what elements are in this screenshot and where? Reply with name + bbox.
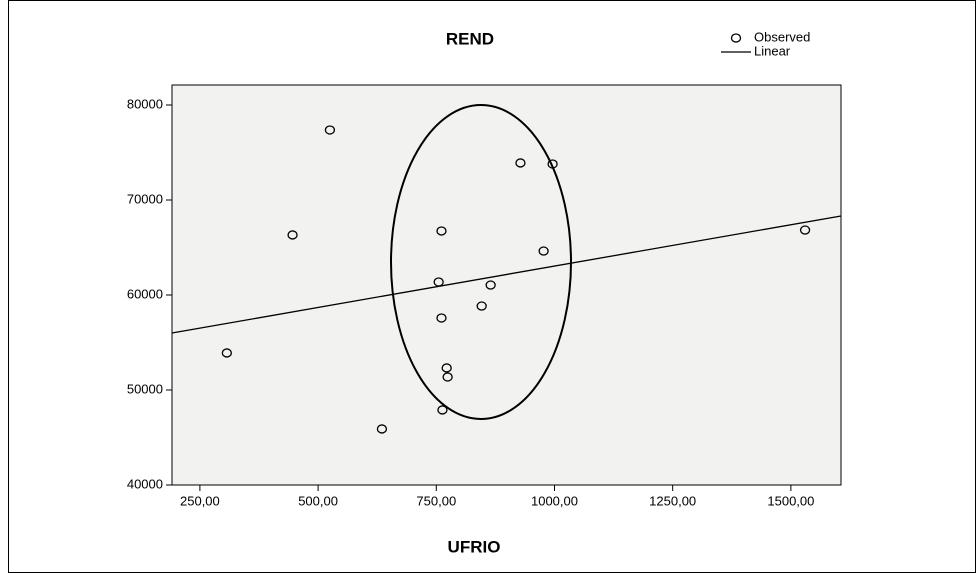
x-tick-label: 500,00 xyxy=(298,493,338,508)
legend-marker xyxy=(730,33,742,43)
point xyxy=(515,158,526,168)
y-tick-label: 70000 xyxy=(127,191,163,206)
point xyxy=(287,230,298,240)
point xyxy=(476,301,487,311)
point xyxy=(485,280,496,290)
y-tick-label: 40000 xyxy=(127,476,163,491)
highlight-ellipse xyxy=(390,104,572,420)
point xyxy=(799,225,811,235)
x-tick-label: 1500,00 xyxy=(767,493,814,508)
y-tick-label: 80000 xyxy=(127,96,163,111)
point xyxy=(437,405,448,415)
point xyxy=(324,125,336,135)
x-tick-label: 750,00 xyxy=(416,493,456,508)
x-tick-label: 1000,00 xyxy=(531,493,578,508)
plot: 40000 50000 60000 70000 80000 250,00 500,00 750… xyxy=(127,96,842,508)
point xyxy=(538,246,549,256)
plot-area xyxy=(171,84,842,486)
fit-line xyxy=(171,215,842,334)
point xyxy=(442,372,453,382)
point xyxy=(436,313,447,323)
x-tick-label: 250,00 xyxy=(180,493,220,508)
point xyxy=(221,348,232,358)
x-tick-label: 1250,00 xyxy=(649,493,696,508)
point xyxy=(441,363,452,373)
point xyxy=(376,424,388,434)
legend-label: Linear xyxy=(754,43,791,58)
legend-label: Observed xyxy=(754,29,810,44)
y-tick-label: 60000 xyxy=(127,286,163,301)
chart-title: REND xyxy=(446,29,494,48)
y-tick-label: 50000 xyxy=(127,381,163,396)
point xyxy=(436,226,447,236)
x-axis-label: UFRIO xyxy=(448,537,501,556)
